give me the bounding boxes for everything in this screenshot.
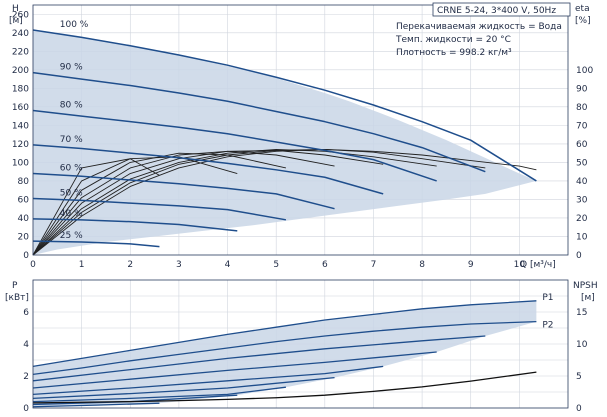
speed-curve-80 [32, 109, 437, 182]
density-info: Плотность = 998.2 кг/м³ [396, 48, 512, 58]
temperature-info: Темп. жидкости = 20 °C [395, 35, 511, 45]
plot-frame [32, 279, 569, 409]
chart-annotations: CRNE 5-24, 3*400 V, 50Hz Перекачиваемая … [395, 2, 571, 58]
power-curve-60 [32, 376, 335, 400]
power-curve-70 [32, 365, 384, 396]
x-tick-label: 10 [514, 260, 526, 270]
y2-tick-label: 50 [576, 158, 588, 168]
pump-title: CRNE 5-24, 3*400 V, 50Hz [437, 6, 556, 16]
y-tick-label: 4 [23, 340, 29, 350]
fluid-info: Перекачиваемая жидкость = Вода [396, 22, 562, 32]
efficiency-curve-60 [32, 150, 335, 256]
speed-curve-label-25: 25 % [60, 231, 83, 241]
head-efficiency-panel: 100 % 90 % 80 % 70 % 60 % 50 % 40 % 25 % 0 1 2 3 4 5 6… [9, 4, 593, 270]
operating-envelope [33, 30, 537, 255]
y2-tick-label: 80 [576, 103, 588, 113]
speed-curve-label-100: 100 % [60, 20, 89, 30]
speed-curve-100 [32, 29, 537, 182]
y-tick-label: 0 [23, 251, 29, 261]
efficiency-curve-70 [32, 149, 384, 256]
y-tick-label: 80 [18, 177, 30, 187]
y2-tick-label: 20 [576, 214, 588, 224]
speed-curve-70 [32, 144, 384, 195]
y2-tick-label: 100 [576, 66, 593, 76]
y-tick-label: 180 [12, 84, 29, 94]
power-curve-50 [32, 386, 286, 403]
y-axis-label: H [12, 4, 19, 14]
y2-tick-label: 10 [576, 340, 588, 350]
power-curve-90 [32, 335, 486, 382]
y2-axis-label: eta [575, 4, 590, 14]
y-tick-label: 0 [23, 404, 29, 414]
y2-axis-unit: [%] [575, 16, 591, 26]
y2-tick-label: 5 [576, 372, 582, 382]
y2-tick-label: 60 [576, 140, 588, 150]
y-axis-label: P [12, 281, 18, 291]
efficiency-curve-25 [32, 158, 160, 256]
y-tick-label: 40 [18, 214, 30, 224]
y-tick-label: 160 [12, 103, 29, 113]
y2-tick-label: 40 [576, 177, 588, 187]
power-curve-25 [32, 402, 160, 408]
y2-tick-label: 70 [576, 121, 588, 131]
efficiency-curve-80 [32, 148, 437, 256]
y-axis-unit: [м] [9, 16, 23, 26]
pump-title-box [432, 2, 571, 17]
y-tick-label: 2 [23, 372, 29, 382]
y2-axis-label: NPSH [573, 281, 598, 291]
speed-curve-label-50: 50 % [60, 189, 83, 199]
speed-curve-label-70: 70 % [60, 135, 83, 145]
speed-curve-25 [32, 240, 160, 248]
x-tick-label: 9 [468, 260, 474, 270]
power-envelope [33, 300, 537, 407]
y2-tick-label: 10 [576, 232, 588, 242]
x-tick-label: 8 [419, 260, 425, 270]
power-curve-p1 [32, 300, 537, 368]
speed-curve-label-40: 40 % [60, 209, 83, 219]
y2-tick-label: 0 [576, 404, 582, 414]
y-tick-label: 260 [12, 10, 29, 20]
speed-curve-60 [32, 172, 335, 210]
y-tick-label: 220 [12, 47, 29, 57]
y2-tick-label: 0 [576, 251, 582, 261]
y-tick-label: 140 [12, 121, 29, 131]
speed-curve-50 [32, 197, 287, 221]
x-tick-label: 0 [30, 260, 36, 270]
y-tick-label: 60 [18, 195, 30, 205]
x-tick-label: 1 [79, 260, 85, 270]
plot-frame [32, 4, 569, 256]
x-tick-label: 2 [127, 260, 133, 270]
y-tick-label: 6 [23, 308, 29, 318]
power-curve-80 [32, 351, 437, 389]
y-axis-unit: [кВт] [5, 293, 29, 303]
y2-axis-unit: [м] [581, 293, 595, 303]
x-axis-label: Q [м³/ч] [520, 260, 556, 270]
power-curve-label-p2: P2 [542, 321, 553, 331]
power-npsh-panel: P1 P2 0 2 4 6 0 5 10 15 P [кВт] NPSH [м] [5, 279, 598, 414]
npsh-curve [32, 371, 537, 404]
x-tick-label: 7 [371, 260, 377, 270]
x-tick-label: 4 [225, 260, 231, 270]
y-tick-label: 120 [12, 140, 29, 150]
x-tick-label: 6 [322, 260, 328, 270]
x-tick-label: 5 [273, 260, 279, 270]
speed-curve-40 [32, 218, 238, 232]
y-tick-label: 240 [12, 29, 29, 39]
speed-curve-label-60: 60 % [60, 164, 83, 174]
speed-curve-90 [32, 71, 486, 173]
speed-curve-label-80: 80 % [60, 101, 83, 111]
y-tick-label: 100 [12, 158, 29, 168]
power-curve-label-p1: P1 [542, 293, 553, 303]
y2-tick-label: 90 [576, 84, 588, 94]
y-tick-label: 20 [18, 232, 30, 242]
power-curve-p2 [32, 320, 537, 376]
y-tick-label: 200 [12, 66, 29, 76]
speed-curve-label-90: 90 % [60, 63, 83, 73]
y2-tick-label: 15 [576, 308, 587, 318]
x-tick-label: 3 [176, 260, 182, 270]
y2-tick-label: 30 [576, 195, 588, 205]
efficiency-curve-90 [32, 148, 486, 256]
